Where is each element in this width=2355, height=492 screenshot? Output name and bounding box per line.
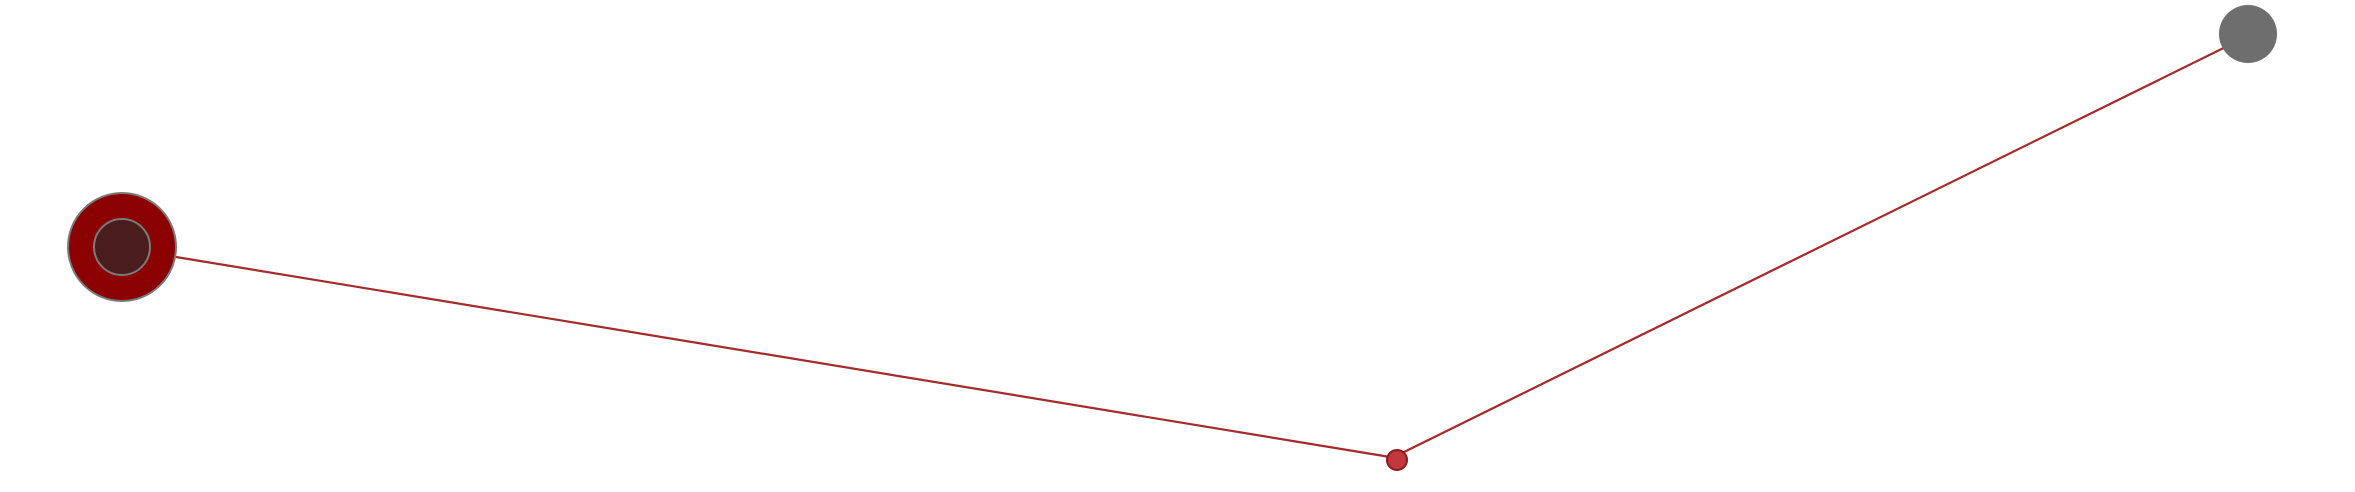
node-start-inner-core: [93, 218, 151, 276]
edge-start-to-mid: [175, 255, 1391, 459]
edge-mid-to-end: [1399, 32, 2255, 455]
nodes-layer: [67, 5, 2277, 471]
node-mid[interactable]: [1386, 449, 1408, 471]
node-start[interactable]: [67, 192, 177, 302]
node-end[interactable]: [2219, 5, 2277, 63]
edges-layer: [175, 32, 2255, 459]
